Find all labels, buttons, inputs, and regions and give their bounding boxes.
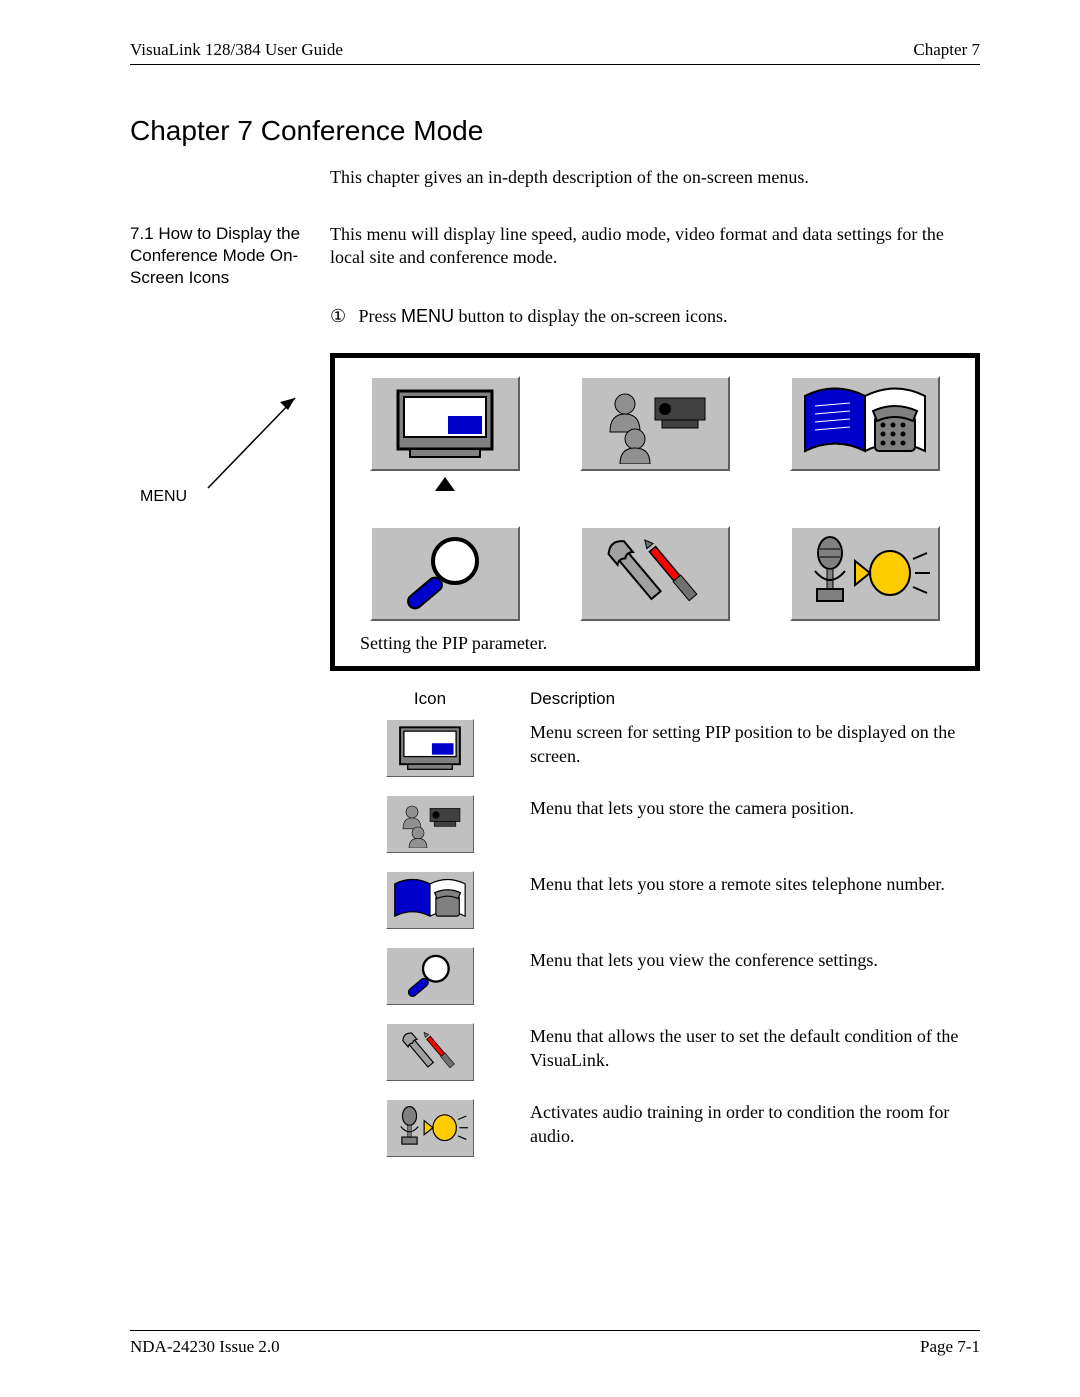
arrow-icon [200, 388, 310, 498]
row-desc: Menu screen for setting PIP position to … [530, 719, 980, 768]
row-desc: Menu that lets you store the camera posi… [530, 795, 980, 820]
header-right: Chapter 7 [913, 40, 980, 60]
pip-icon-cell [360, 376, 530, 491]
page-header: VisuaLink 128/384 User Guide Chapter 7 [130, 40, 980, 65]
audio-icon [790, 526, 940, 621]
monitor-pip-icon [386, 719, 474, 777]
tools-icon [580, 526, 730, 621]
screen-caption: Setting the PIP parameter. [360, 633, 950, 654]
audio-icon [386, 1099, 474, 1157]
row-desc: Menu that lets you store a remote sites … [530, 871, 980, 896]
step-suffix: button to display the on-screen icons. [454, 306, 727, 326]
step-prefix: Press [359, 306, 402, 326]
row-desc: Menu that allows the user to set the def… [530, 1023, 980, 1072]
chapter-title: Chapter 7 Conference Mode [130, 115, 980, 147]
footer-left: NDA-24230 Issue 2.0 [130, 1337, 280, 1357]
table-row: Menu that lets you store a remote sites … [330, 871, 980, 929]
table-row: Menu that allows the user to set the def… [330, 1023, 980, 1081]
table-header: Icon Description [330, 689, 980, 709]
phonebook-icon [386, 871, 474, 929]
section-body-text: This menu will display line speed, audio… [330, 224, 944, 267]
camera-people-icon [386, 795, 474, 853]
table-row: Menu that lets you store the camera posi… [330, 795, 980, 853]
remote-menu-label: MENU [140, 488, 187, 506]
header-left: VisuaLink 128/384 User Guide [130, 40, 343, 60]
section-body: This menu will display line speed, audio… [330, 223, 980, 328]
table-row: Activates audio training in order to con… [330, 1099, 980, 1157]
col-icon-header: Icon [330, 689, 530, 709]
row-desc: Menu that lets you view the conference s… [530, 947, 980, 972]
page-footer: NDA-24230 Issue 2.0 Page 7-1 [130, 1330, 980, 1357]
menu-keyword: MENU [401, 306, 454, 326]
phonebook-icon [790, 376, 940, 471]
icon-grid [360, 376, 950, 621]
camera-people-icon [580, 376, 730, 471]
content-grid: This chapter gives an in-depth descripti… [130, 167, 980, 1175]
section-label: 7.1 How to Display the Conference Mode O… [130, 223, 315, 328]
magnifier-icon-cell [360, 526, 530, 621]
tools-icon-cell [570, 526, 740, 621]
icon-table: Icon Description Menu screen for setting… [330, 689, 980, 1175]
magnifier-icon [386, 947, 474, 1005]
audio-icon-cell [780, 526, 950, 621]
remote-diagram: MENU [130, 388, 315, 528]
selection-marker-icon [435, 477, 455, 491]
table-row: Menu screen for setting PIP position to … [330, 719, 980, 777]
footer-right: Page 7-1 [920, 1337, 980, 1357]
monitor-pip-icon [370, 376, 520, 471]
tools-icon [386, 1023, 474, 1081]
table-row: Menu that lets you view the conference s… [330, 947, 980, 1005]
camera-icon-cell [570, 376, 740, 491]
step-line: ① Press MENU button to display the on-sc… [330, 305, 980, 328]
row-desc: Activates audio training in order to con… [530, 1099, 980, 1148]
col-desc-header: Description [530, 689, 980, 709]
onscreen-panel: Setting the PIP parameter. [330, 353, 980, 671]
intro-text: This chapter gives an in-depth descripti… [330, 167, 980, 188]
magnifier-icon [370, 526, 520, 621]
phonebook-icon-cell [780, 376, 950, 491]
step-number: ① [330, 305, 354, 328]
